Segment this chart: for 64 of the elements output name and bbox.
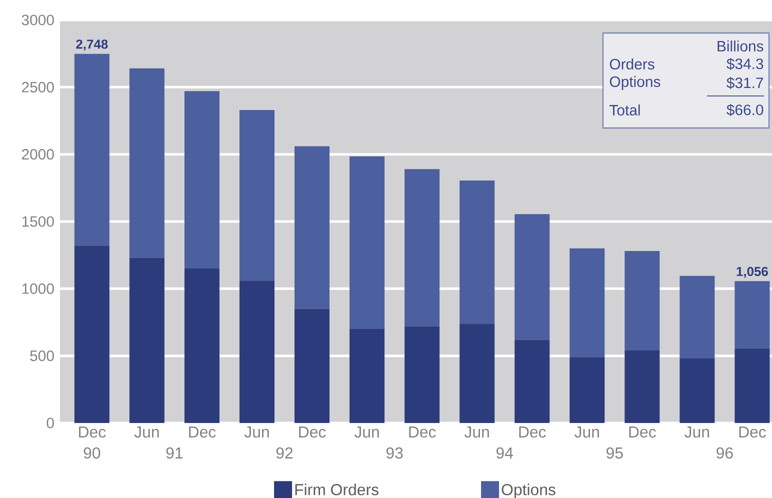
y-tick-label: 1000 [22,283,54,294]
bar [734,281,770,348]
bar [570,357,605,423]
y-tick-label: 2000 [22,149,54,160]
bar [239,110,274,281]
text: 96 [716,447,733,459]
bar [184,268,220,423]
x-tick-label: Jun [244,426,269,438]
x-tick-label: Dec [409,426,436,438]
x-tick-label: Jun [354,426,379,438]
annotation: $34.3 [726,58,764,70]
y-tick-label: 500 [30,350,54,362]
x-tick-label: Dec [519,426,546,438]
bar [184,91,220,269]
x-tick-label: Jun [574,426,599,438]
bar [624,350,660,423]
bar [239,280,274,423]
y-tick-label: 3000 [22,14,54,26]
x-tick-label: Dec [79,426,106,438]
bar [680,276,715,359]
annotation: Total [610,104,640,116]
bar [680,358,715,423]
bar [624,251,660,350]
bar [404,326,440,423]
text: 90 [84,447,100,459]
bar [350,328,385,423]
annotation: Options [610,76,660,90]
bar [129,258,164,423]
x-tick-label: Dec [189,426,216,438]
bar [350,156,385,329]
bar [514,340,550,423]
y-tick-label: 0 [46,418,54,428]
annotation: $31.7 [726,76,764,90]
bar [514,214,550,340]
annotation: $66.0 [726,104,764,116]
legend-label: Firm Orders [295,484,378,496]
bar [570,248,605,358]
bar [74,246,110,423]
text: 91 [166,447,183,459]
bar [129,68,164,258]
bar [294,146,330,309]
legend-label: Options [502,484,556,498]
text: 95 [606,447,623,459]
bar [404,169,440,326]
y-tick-label: 1500 [22,216,54,227]
bar [460,180,495,324]
bar [460,324,495,423]
annotation: Orders [610,58,654,70]
x-tick-label: Jun [464,426,489,438]
x-tick-label: Jun [134,426,159,438]
x-tick-label: Jun [684,426,709,438]
y-tick-label: 2500 [22,82,54,92]
total-label: 2,748 [76,40,108,51]
annotation: Billions [718,40,764,52]
x-tick-label: Dec [739,426,766,438]
total-label: 1,056 [736,266,768,278]
text: 93 [386,447,403,459]
bar [294,308,330,423]
bar [734,348,770,423]
bar [74,54,110,246]
text: 92 [276,447,293,459]
text: 94 [496,447,513,459]
x-tick-label: Dec [629,426,656,438]
x-tick-label: Dec [299,426,326,438]
